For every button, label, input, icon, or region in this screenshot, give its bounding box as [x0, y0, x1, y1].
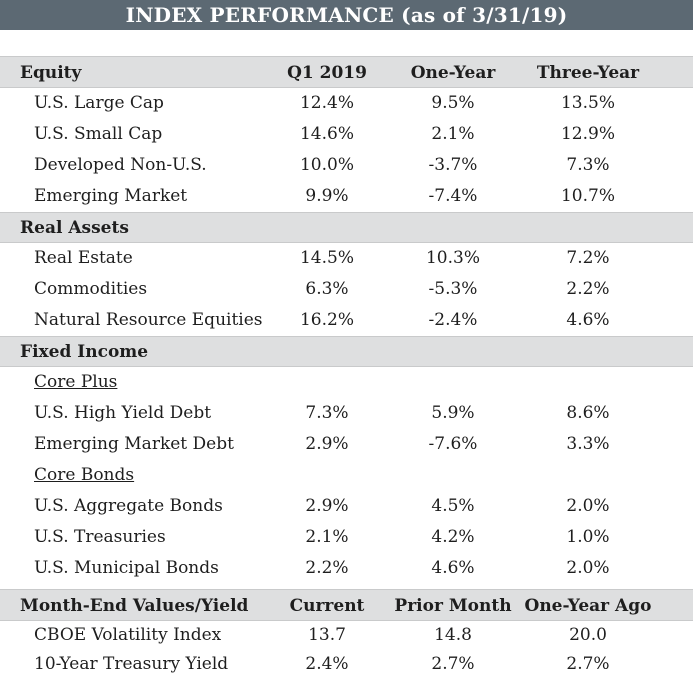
q1-value: 7.3% [305, 403, 349, 423]
three-year-value: 7.2% [566, 248, 610, 268]
one-year-value: -7.6% [428, 434, 478, 454]
three-year-value: 13.5% [560, 93, 615, 113]
table-row: U.S. Large Cap 12.4% 9.5% 13.5% [0, 88, 693, 119]
current-value: 13.7 [308, 625, 346, 645]
three-year-value: 10.7% [560, 186, 615, 206]
row-label: Developed Non-U.S. [34, 155, 207, 175]
table-row: 10-Year Treasury Yield 2.4% 2.7% 2.7% [0, 650, 693, 679]
col-header-q1-2019: Q1 2019 [287, 63, 367, 83]
current-value: 2.4% [305, 654, 349, 674]
month-end-section-label: Month-End Values/Yield [20, 596, 249, 616]
row-label: CBOE Volatility Index [34, 625, 222, 645]
q1-value: 2.2% [305, 558, 349, 578]
row-label: U.S. Treasuries [34, 527, 166, 547]
fixed-income-header-row: Fixed Income [0, 336, 693, 367]
three-year-value: 4.6% [566, 310, 610, 330]
one-year-value: 4.2% [431, 527, 475, 547]
real-assets-section-label: Real Assets [20, 218, 129, 238]
col-header-current: Current [289, 596, 365, 616]
one-year-value: 5.9% [431, 403, 475, 423]
one-year-ago-value: 2.7% [566, 654, 610, 674]
one-year-value: 2.1% [431, 124, 475, 144]
real-assets-header-row: Real Assets [0, 212, 693, 243]
table-row: U.S. High Yield Debt 7.3% 5.9% 8.6% [0, 398, 693, 429]
q1-value: 2.9% [305, 434, 349, 454]
row-label: 10-Year Treasury Yield [34, 654, 229, 674]
equity-header-row: Equity Q1 2019 One-Year Three-Year [0, 56, 693, 88]
q1-value: 2.1% [305, 527, 349, 547]
row-label: Emerging Market Debt [34, 434, 234, 454]
table-row: U.S. Small Cap 14.6% 2.1% 12.9% [0, 119, 693, 150]
q1-value: 14.6% [299, 124, 354, 144]
one-year-value: -3.7% [428, 155, 478, 175]
col-header-three-year: Three-Year [536, 63, 640, 83]
three-year-value: 3.3% [566, 434, 610, 454]
q1-value: 16.2% [299, 310, 354, 330]
one-year-ago-value: 20.0 [569, 625, 607, 645]
row-label: U.S. Small Cap [34, 124, 163, 144]
table-title: INDEX PERFORMANCE (as of 3/31/19) [0, 0, 693, 30]
core-bonds-subheader-row: Core Bonds [0, 460, 693, 491]
one-year-value: 10.3% [425, 248, 480, 268]
q1-value: 6.3% [305, 279, 349, 299]
core-plus-subheader-row: Core Plus [0, 367, 693, 398]
q1-value: 12.4% [299, 93, 354, 113]
col-header-one-year: One-Year [410, 63, 496, 83]
one-year-value: -5.3% [428, 279, 478, 299]
prior-month-value: 14.8 [434, 625, 472, 645]
q1-value: 2.9% [305, 496, 349, 516]
row-label: U.S. High Yield Debt [34, 403, 212, 423]
three-year-value: 1.0% [566, 527, 610, 547]
row-label: Natural Resource Equities [34, 310, 263, 330]
three-year-value: 2.0% [566, 496, 610, 516]
table-row: CBOE Volatility Index 13.7 14.8 20.0 [0, 621, 693, 650]
three-year-value: 12.9% [560, 124, 615, 144]
row-label: U.S. Aggregate Bonds [34, 496, 223, 516]
q1-value: 14.5% [299, 248, 354, 268]
table-row: Commodities 6.3% -5.3% 2.2% [0, 274, 693, 305]
row-label: Real Estate [34, 248, 133, 268]
one-year-value: 4.6% [431, 558, 475, 578]
table-row: Real Estate 14.5% 10.3% 7.2% [0, 243, 693, 274]
table-row: Emerging Market Debt 2.9% -7.6% 3.3% [0, 429, 693, 460]
q1-value: 10.0% [299, 155, 354, 175]
table-row: U.S. Treasuries 2.1% 4.2% 1.0% [0, 522, 693, 553]
row-label: Emerging Market [34, 186, 188, 206]
table-row: U.S. Municipal Bonds 2.2% 4.6% 2.0% [0, 553, 693, 584]
one-year-value: 9.5% [431, 93, 475, 113]
three-year-value: 2.0% [566, 558, 610, 578]
row-label: U.S. Municipal Bonds [34, 558, 219, 578]
table-row: Natural Resource Equities 16.2% -2.4% 4.… [0, 305, 693, 336]
spacer [0, 30, 693, 56]
col-header-one-year-ago: One-Year Ago [524, 596, 652, 616]
prior-month-value: 2.7% [431, 654, 475, 674]
one-year-value: -7.4% [428, 186, 478, 206]
table-row: Developed Non-U.S. 10.0% -3.7% 7.3% [0, 150, 693, 181]
equity-section-label: Equity [20, 63, 82, 83]
month-end-header-row: Month-End Values/Yield Current Prior Mon… [0, 589, 693, 621]
row-label: U.S. Large Cap [34, 93, 164, 113]
core-bonds-label: Core Bonds [34, 465, 135, 485]
table-row: Emerging Market 9.9% -7.4% 10.7% [0, 181, 693, 212]
three-year-value: 8.6% [566, 403, 610, 423]
three-year-value: 7.3% [566, 155, 610, 175]
q1-value: 9.9% [305, 186, 349, 206]
fixed-income-section-label: Fixed Income [20, 342, 149, 362]
table-row: U.S. Aggregate Bonds 2.9% 4.5% 2.0% [0, 491, 693, 522]
col-header-prior-month: Prior Month [394, 596, 512, 616]
row-label: Commodities [34, 279, 148, 299]
core-plus-label: Core Plus [34, 372, 118, 392]
one-year-value: -2.4% [428, 310, 478, 330]
one-year-value: 4.5% [431, 496, 475, 516]
three-year-value: 2.2% [566, 279, 610, 299]
